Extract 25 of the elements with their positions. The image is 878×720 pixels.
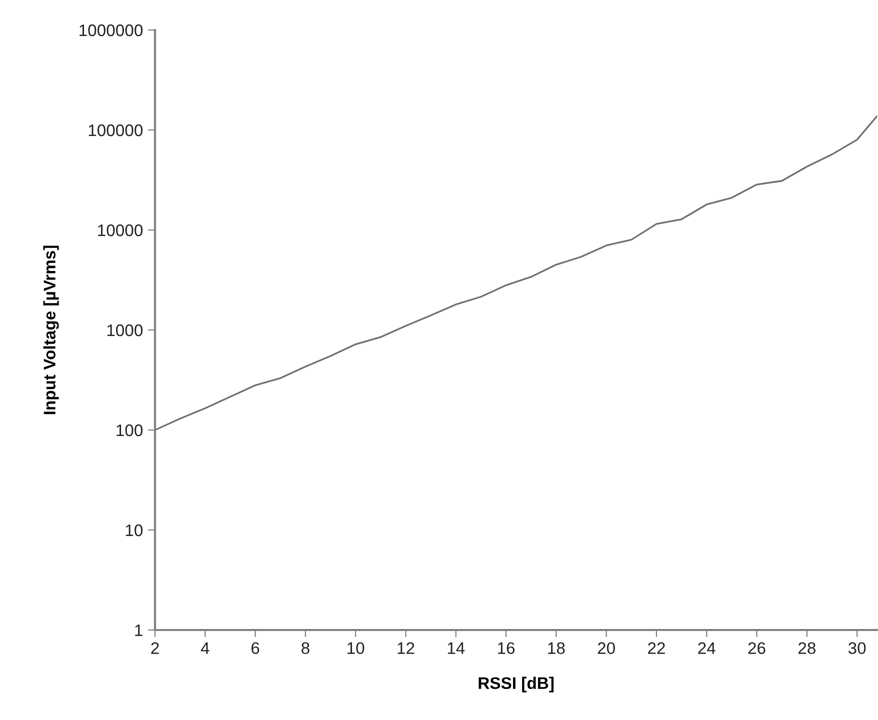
x-tick-label: 28 — [798, 642, 816, 654]
x-tick-label: 18 — [548, 642, 565, 654]
x-tick-label: 12 — [398, 642, 414, 654]
y-tick-label: 100 — [116, 424, 143, 436]
x-tick-label: 16 — [498, 642, 515, 654]
x-tick-label: 26 — [748, 642, 766, 654]
x-tick-label: 22 — [648, 642, 665, 654]
x-tick-label: 10 — [348, 642, 364, 654]
y-tick-label: 1 — [135, 624, 142, 636]
y-tick-label: 100000 — [88, 124, 143, 136]
x-tick-label: 30 — [848, 642, 866, 654]
x-tick-label: 4 — [200, 642, 210, 654]
x-axis-title: RSSI [dB] — [478, 676, 554, 692]
x-tick-label: 6 — [252, 642, 260, 654]
line-series — [155, 115, 878, 431]
x-tick-label: 14 — [448, 642, 465, 654]
y-axis-title: Input Voltage [µVrms] — [43, 246, 59, 414]
y-tick-label: 10 — [126, 524, 143, 536]
y-tick-label: 1000000 — [80, 24, 143, 36]
y-tick-label: 10000 — [98, 224, 143, 236]
x-tick-label: 2 — [151, 642, 159, 654]
x-tick-label: 24 — [698, 642, 716, 654]
x-tick-label: 20 — [598, 642, 615, 654]
x-tick-label: 8 — [302, 642, 310, 654]
y-tick-label: 1000 — [107, 324, 143, 336]
